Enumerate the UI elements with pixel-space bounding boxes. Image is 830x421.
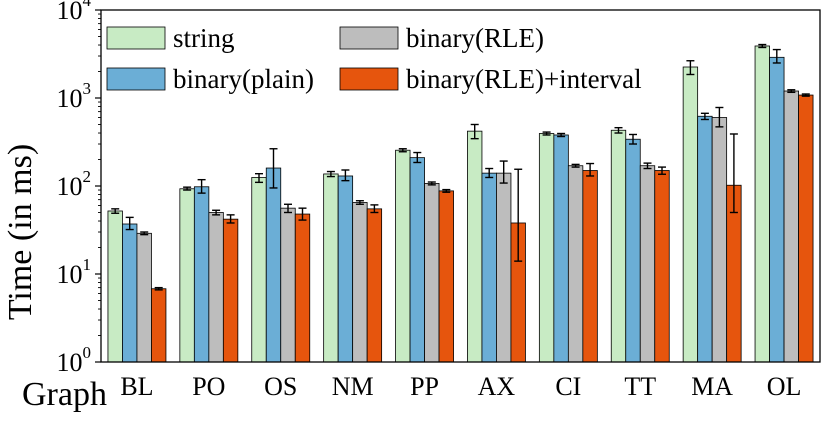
x-tick-label: OS [264, 372, 297, 401]
bar-tt-3 [654, 170, 670, 363]
bar-os-3 [294, 213, 311, 363]
bar-os-2 [280, 207, 296, 363]
y-axis-label: Time (in ms) [2, 144, 39, 320]
bar-ma-1 [697, 115, 713, 363]
bar-os-1 [265, 167, 282, 363]
bar-ma-2 [711, 117, 728, 363]
x-axis-label: Graph [22, 376, 107, 413]
x-tick-label: TT [624, 372, 656, 401]
y-tick-label: 103 [57, 79, 92, 113]
y-tick-exponent: 4 [83, 0, 92, 10]
y-tick-label: 100 [57, 343, 92, 377]
x-tick-label: AX [478, 372, 516, 401]
bar-bl-2 [136, 232, 152, 363]
legend-label-2: binary(RLE) [406, 23, 544, 53]
bar-ol-2 [783, 90, 799, 363]
bar-po-2 [208, 212, 224, 363]
bar-pp-3 [438, 190, 454, 363]
bar-tt-0 [610, 129, 627, 363]
bar-ci-0 [538, 133, 555, 363]
bar-nm-0 [323, 173, 339, 363]
bar-nm-2 [352, 202, 368, 363]
bar-ax-2 [496, 172, 512, 363]
bar-po-3 [222, 218, 239, 363]
x-tick-label: BL [120, 372, 153, 401]
legend-label-1: binary(plain) [173, 64, 314, 94]
bar-ol-1 [769, 56, 785, 363]
bar-ci-1 [553, 134, 569, 363]
x-tick-label: PP [410, 372, 439, 401]
bar-ax-0 [467, 130, 483, 363]
legend-swatch-3 [339, 67, 399, 91]
bar-ax-1 [481, 172, 497, 363]
bar-ol-3 [798, 94, 814, 363]
y-tick-exponent: 1 [83, 255, 92, 274]
bar-bl-0 [107, 210, 123, 363]
bar-pp-1 [409, 157, 425, 363]
bar-os-0 [251, 177, 267, 363]
bar-bl-3 [151, 288, 167, 363]
y-tick-base: 10 [57, 0, 83, 25]
legend-swatch-0 [106, 26, 166, 50]
legend-label-3: binary(RLE)+interval [406, 64, 642, 94]
legend-label-0: string [173, 23, 235, 53]
bar-po-1 [193, 186, 210, 363]
bar-pp-0 [395, 149, 411, 363]
x-tick-label: PO [192, 372, 225, 401]
x-tick-label: OL [767, 372, 802, 401]
bars-group [107, 45, 814, 363]
bar-ol-0 [754, 45, 770, 363]
error-bars-group [111, 43, 810, 291]
bar-tt-1 [625, 138, 641, 363]
bar-bl-1 [122, 223, 138, 363]
bar-nm-1 [337, 175, 354, 363]
legend: string binary(plain) binary(RLE) binary(RLE… [106, 23, 642, 94]
bar-ci-2 [567, 165, 584, 363]
y-tick-exponent: 0 [83, 343, 92, 362]
y-tick-label: 101 [57, 255, 92, 289]
y-tick-exponent: 3 [83, 79, 92, 98]
y-tick-base: 10 [57, 84, 83, 113]
bar-ci-3 [582, 170, 598, 363]
legend-swatch-1 [106, 67, 166, 91]
bar-pp-2 [424, 183, 440, 363]
y-tick-base: 10 [57, 172, 83, 201]
y-tick-base: 10 [57, 260, 83, 289]
y-tick-label: 102 [57, 167, 92, 201]
y-tick-label: 104 [57, 0, 92, 25]
x-tick-label: CI [555, 372, 581, 401]
x-tick-label: NM [332, 372, 374, 401]
bar-tt-2 [639, 165, 656, 363]
x-tick-label: MA [691, 372, 733, 401]
bar-nm-3 [366, 208, 383, 363]
y-tick-exponent: 2 [83, 167, 92, 186]
bar-po-0 [179, 188, 195, 363]
bar-ma-0 [682, 66, 699, 363]
legend-swatch-2 [339, 26, 399, 50]
y-tick-base: 10 [57, 348, 83, 377]
